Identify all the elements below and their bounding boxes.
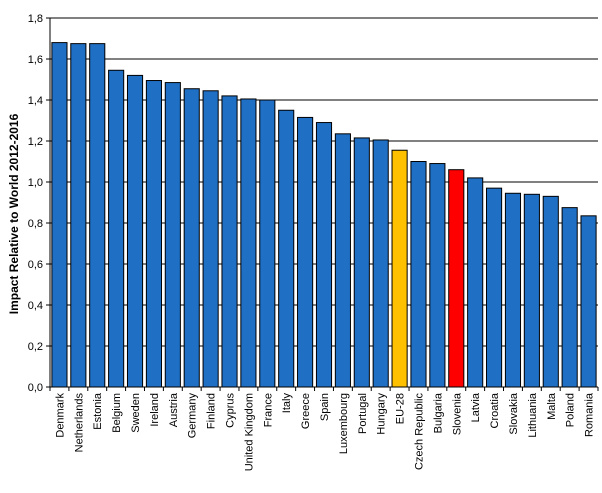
bar xyxy=(448,169,465,388)
y-tick-label: 0,4 xyxy=(28,300,43,312)
bar xyxy=(70,43,87,388)
x-tick-label: Ireland xyxy=(149,393,161,427)
bar xyxy=(259,99,276,388)
x-tick-label: United Kingdom xyxy=(243,393,255,471)
x-tick-label: Poland xyxy=(565,393,577,427)
x-tick-label: Lithuania xyxy=(527,392,539,438)
bar xyxy=(353,137,370,388)
x-tick-label: Belgium xyxy=(111,393,123,433)
y-axis-title: Impact Relative to World 2012-2016 xyxy=(7,113,21,314)
x-tick-label: Greece xyxy=(300,393,312,429)
x-tick-label: Cyprus xyxy=(225,393,237,428)
x-tick-label: Portugal xyxy=(357,393,369,434)
bar xyxy=(315,122,333,388)
x-tick-labels: Denmark Netherlands Estonia Belgium Sweden Ir… xyxy=(54,392,595,471)
x-tick-label: France xyxy=(262,393,274,427)
bar xyxy=(164,82,181,388)
bar xyxy=(429,163,446,388)
y-tick-label: 1,2 xyxy=(28,136,43,148)
bar xyxy=(542,195,559,388)
axes xyxy=(46,17,599,391)
bar xyxy=(486,187,503,388)
bar xyxy=(126,74,144,388)
x-tick-label: Bulgaria xyxy=(432,392,444,433)
bar xyxy=(240,98,257,388)
bar xyxy=(391,149,408,388)
y-tick-label: 0,6 xyxy=(28,259,43,271)
y-tick-label: 1,8 xyxy=(28,13,43,25)
y-tick-label: 1,4 xyxy=(28,95,43,107)
x-tick-label: Latvia xyxy=(470,392,482,422)
x-tick-label: Luxembourg xyxy=(338,393,350,454)
bar xyxy=(372,139,389,388)
bar xyxy=(580,215,597,388)
y-tick-labels: 0,0 0,2 0,4 0,6 0,8 1,0 1,2 1,4 1,6 1,8 xyxy=(28,13,43,394)
x-tick-label: EU-28 xyxy=(395,393,407,424)
bar xyxy=(523,193,540,388)
y-tick-label: 0,2 xyxy=(28,341,43,353)
y-tick-label: 1,0 xyxy=(28,177,43,189)
bar xyxy=(145,80,162,388)
x-tick-label: Malta xyxy=(546,392,558,420)
x-tick-label: Romania xyxy=(584,392,596,437)
bar xyxy=(297,116,314,388)
x-tick-label: Sweden xyxy=(130,393,142,433)
x-tick-label: Hungary xyxy=(376,393,388,435)
y-tick-label: 0,0 xyxy=(28,382,43,394)
x-tick-label: Estonia xyxy=(92,392,104,430)
x-tick-label: Germany xyxy=(187,393,199,439)
y-tick-label: 0,8 xyxy=(28,218,43,230)
bar xyxy=(410,161,427,388)
x-tick-label: Spain xyxy=(319,393,331,421)
x-tick-label: Netherlands xyxy=(73,393,85,453)
x-tick-label: Austria xyxy=(168,392,180,427)
x-tick-label: Finland xyxy=(206,393,218,429)
bar xyxy=(334,133,351,388)
bar xyxy=(202,90,219,388)
bar xyxy=(561,207,578,388)
x-tick-label: Slovakia xyxy=(508,392,520,434)
bar xyxy=(504,192,522,388)
y-tick-label: 1,6 xyxy=(28,54,43,66)
bar xyxy=(89,43,106,388)
bar xyxy=(278,109,295,388)
bar xyxy=(108,69,125,388)
x-tick-label: Italy xyxy=(281,393,293,414)
x-tick-label: Czech Republic xyxy=(413,393,425,471)
bar xyxy=(51,42,68,388)
bar xyxy=(221,95,238,388)
x-tick-label: Denmark xyxy=(54,393,66,438)
x-tick-label: Slovenia xyxy=(451,392,463,435)
bars xyxy=(51,42,597,388)
x-tick-label: Croatia xyxy=(489,392,501,428)
bar xyxy=(467,177,484,388)
bar xyxy=(183,88,200,388)
